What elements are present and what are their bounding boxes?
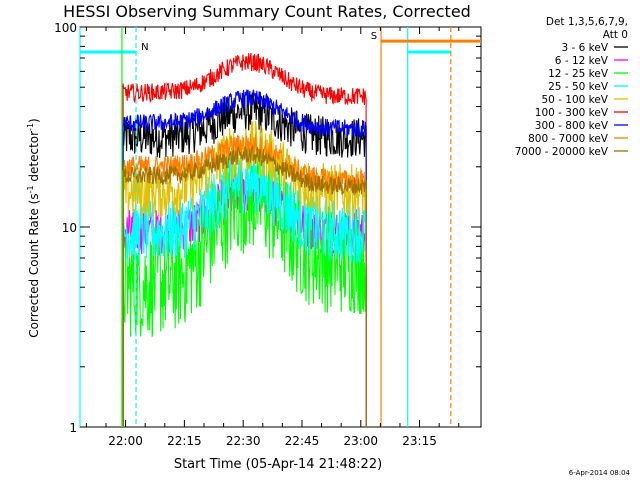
- x-tick-label: 22:45: [285, 434, 320, 448]
- x-tick-label: 22:15: [167, 434, 202, 448]
- legend-label: 25 - 50 keV: [548, 81, 609, 93]
- legend-label: 6 - 12 keV: [555, 55, 609, 67]
- series-group: [122, 53, 367, 427]
- x-tick-label: 23:15: [402, 434, 437, 448]
- series-line: [122, 53, 367, 427]
- chart-title: HESSI Observing Summary Count Rates, Cor…: [63, 2, 471, 21]
- x-tick-label: 22:00: [108, 434, 143, 448]
- axes: 22:00 22:15 22:30 22:45 23:00 23:15 1 10 100: [54, 21, 481, 448]
- legend-label: 7000 - 20000 keV: [515, 146, 609, 158]
- y-axis-label-part: Corrected Count Rate (s: [27, 193, 41, 337]
- legend-header: Det 1,3,5,6,7,9,: [546, 16, 628, 28]
- series-line: [122, 146, 367, 427]
- legend-header: Att 0: [603, 29, 628, 41]
- y-tick-label: 1: [69, 421, 77, 435]
- flag-label: N: [141, 42, 148, 53]
- x-tick-label: 22:30: [226, 434, 261, 448]
- y-axis-label-part: ): [27, 118, 41, 123]
- footer-date: 6-Apr-2014 08:04: [569, 469, 631, 477]
- legend-label: 300 - 800 keV: [535, 120, 609, 132]
- y-axis-label-exponent: -1: [26, 185, 35, 193]
- legend-label: 100 - 300 keV: [535, 107, 609, 119]
- x-tick-label: 23:00: [343, 434, 378, 448]
- series-line: [122, 145, 367, 427]
- legend-label: 12 - 25 keV: [548, 68, 609, 80]
- legend-label: 3 - 6 keV: [561, 42, 608, 54]
- x-axis-label: Start Time (05-Apr-14 21:48:22): [174, 457, 382, 472]
- y-axis-label-part: detector: [27, 131, 41, 186]
- legend-label: 50 - 100 keV: [541, 94, 608, 106]
- y-axis-label-exponent: -1: [26, 123, 35, 131]
- y-axis-label: Corrected Count Rate (s-1 detector-1): [26, 118, 41, 337]
- y-tick-label: 10: [62, 221, 77, 235]
- y-tick-label: 100: [54, 21, 77, 35]
- legend-label: 800 - 7000 keV: [528, 133, 609, 145]
- flag-label: S: [371, 31, 377, 42]
- series-line: [122, 89, 367, 427]
